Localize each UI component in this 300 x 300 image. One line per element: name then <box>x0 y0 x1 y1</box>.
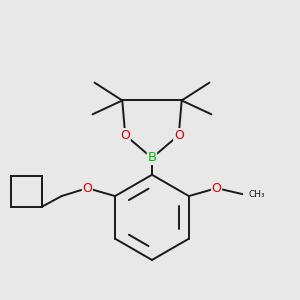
Text: O: O <box>82 182 92 195</box>
Text: O: O <box>212 182 222 195</box>
Text: CH₃: CH₃ <box>248 190 265 199</box>
Text: O: O <box>174 129 184 142</box>
Text: O: O <box>120 129 130 142</box>
Text: B: B <box>147 152 157 164</box>
